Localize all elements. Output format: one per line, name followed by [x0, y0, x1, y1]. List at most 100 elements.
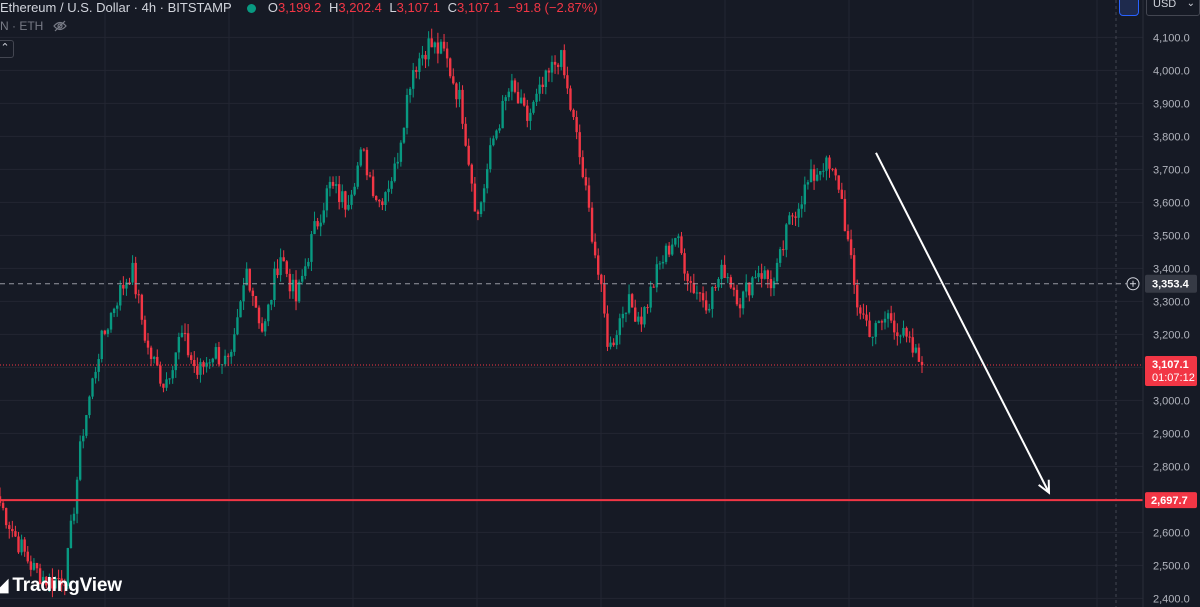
candle [467, 138, 470, 167]
candle [152, 355, 156, 364]
candle [353, 183, 356, 197]
candle-body [424, 54, 427, 60]
candle-body [254, 296, 258, 308]
candle [439, 39, 443, 55]
candle-body [760, 273, 763, 279]
candle-body [35, 562, 39, 569]
market-status-dot [247, 4, 257, 13]
candle [621, 306, 625, 328]
candle-body [794, 216, 797, 218]
symbol-title[interactable]: Ethereum / U.S. Dollar · 4h · BITSTAMP [0, 0, 232, 15]
candle-body [806, 182, 810, 185]
candle [828, 155, 831, 178]
candle-body [282, 257, 285, 262]
candle-body [75, 479, 79, 514]
candle-body [442, 41, 446, 49]
candle-body [683, 253, 686, 274]
candle [248, 268, 251, 293]
candle-body [572, 109, 575, 118]
candle-body [581, 157, 585, 178]
candle-body [489, 145, 492, 170]
candle-body [769, 279, 773, 289]
candle [365, 147, 369, 181]
candle [415, 66, 418, 79]
candle-body [519, 97, 523, 104]
candle [159, 361, 162, 387]
candle [683, 248, 686, 281]
candle [489, 137, 492, 173]
indicator-label: N · ETH [0, 19, 44, 33]
candle [168, 378, 171, 385]
candle [464, 117, 467, 147]
candle [54, 576, 57, 589]
candle-body [20, 539, 23, 553]
candle [162, 383, 165, 393]
candle-body [408, 88, 412, 95]
candle [849, 229, 853, 259]
tradingview-logo-icon: ◢ [0, 575, 9, 596]
candle [646, 304, 649, 314]
candle-body [149, 347, 153, 359]
candle-body [48, 577, 51, 586]
candle [63, 578, 66, 596]
candle-body [686, 273, 689, 282]
candle [69, 514, 73, 549]
candle-body [535, 93, 538, 102]
toolbar-square-button[interactable] [1119, 0, 1139, 16]
candle-body [544, 70, 547, 88]
candle [304, 258, 307, 280]
candle-body [482, 188, 486, 203]
candle-body [146, 340, 150, 348]
candle [782, 240, 785, 256]
candle [381, 198, 384, 211]
candle-body [14, 531, 17, 537]
candle [664, 243, 668, 265]
candle [186, 324, 190, 358]
candle-body [156, 356, 159, 366]
crosshair-price-badge [1145, 274, 1197, 293]
candle [230, 349, 233, 364]
current-price-label: 3,107.1 [1152, 359, 1189, 371]
collapse-legend-button[interactable]: ⌃ [0, 40, 14, 58]
candle-body [263, 321, 267, 332]
candle-body [498, 128, 501, 131]
candle-body [29, 561, 33, 570]
currency-selector[interactable]: USD ⌄ [1146, 0, 1200, 16]
candle [667, 242, 671, 258]
candle-body [242, 285, 245, 302]
candle-body [82, 435, 85, 442]
candle [60, 570, 63, 592]
candle [812, 164, 816, 190]
candle [893, 312, 896, 340]
support-price-badge [1145, 492, 1197, 509]
candle-body [436, 42, 440, 54]
candle [578, 124, 581, 165]
candle [800, 195, 803, 218]
candle [741, 290, 745, 315]
eye-hidden-icon[interactable] [52, 20, 67, 35]
candle [775, 258, 779, 284]
candle-body [655, 264, 659, 288]
candle [233, 328, 236, 356]
candle-body [356, 165, 359, 187]
candle [396, 152, 399, 169]
candle [566, 66, 569, 95]
candle-body [66, 548, 70, 587]
candle-body [526, 105, 529, 121]
candle [334, 176, 338, 194]
candle [32, 558, 36, 571]
candle [908, 331, 911, 343]
candle [267, 303, 270, 327]
candle-body [69, 520, 73, 549]
projection-arrow-head [1038, 479, 1051, 495]
candle-body [874, 323, 877, 337]
candle [449, 57, 452, 79]
candle [563, 44, 566, 79]
candle-body [455, 83, 458, 100]
candle-body [815, 174, 819, 181]
candle-body [310, 234, 313, 262]
candle [877, 320, 881, 324]
candle-body [341, 191, 344, 203]
candle [785, 223, 788, 258]
